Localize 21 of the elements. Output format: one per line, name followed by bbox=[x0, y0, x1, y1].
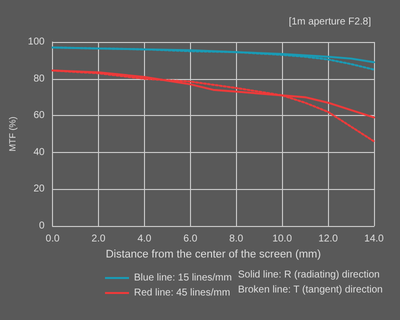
y-tick-label: 60 bbox=[33, 110, 46, 122]
y-tick-label: 80 bbox=[33, 73, 46, 84]
y-tick-label: 40 bbox=[33, 146, 46, 158]
x-tick-label: 4.0 bbox=[137, 234, 152, 244]
x-tick-label: 2.0 bbox=[92, 234, 106, 244]
x-axis-title: Distance from the center of the screen (mm) bbox=[106, 248, 321, 260]
x-tick-label: 12.0 bbox=[318, 234, 338, 244]
x-tick-label: 10.0 bbox=[272, 234, 292, 244]
x-tick-label: 0.0 bbox=[46, 234, 60, 244]
x-tick-label: 14.0 bbox=[364, 234, 384, 244]
text: Solid line: R (radiating) direction bbox=[238, 270, 380, 280]
y-axis-title: MTF (%) bbox=[8, 116, 18, 152]
legend-label: Blue line: 15 lines/mm bbox=[134, 272, 232, 284]
y-tick-label: 0 bbox=[39, 220, 46, 232]
x-tick-label: 8.0 bbox=[229, 234, 244, 244]
x-tick-label: 6.0 bbox=[183, 234, 198, 244]
chart-title: [1m aperture F2.8] bbox=[288, 16, 372, 28]
y-tick-label: 100 bbox=[28, 36, 46, 48]
text: Broken line: T (tangent) direction bbox=[238, 284, 383, 296]
y-tick-label: 20 bbox=[33, 184, 46, 195]
legend-label: Red line: 45 lines/mm bbox=[134, 288, 230, 298]
